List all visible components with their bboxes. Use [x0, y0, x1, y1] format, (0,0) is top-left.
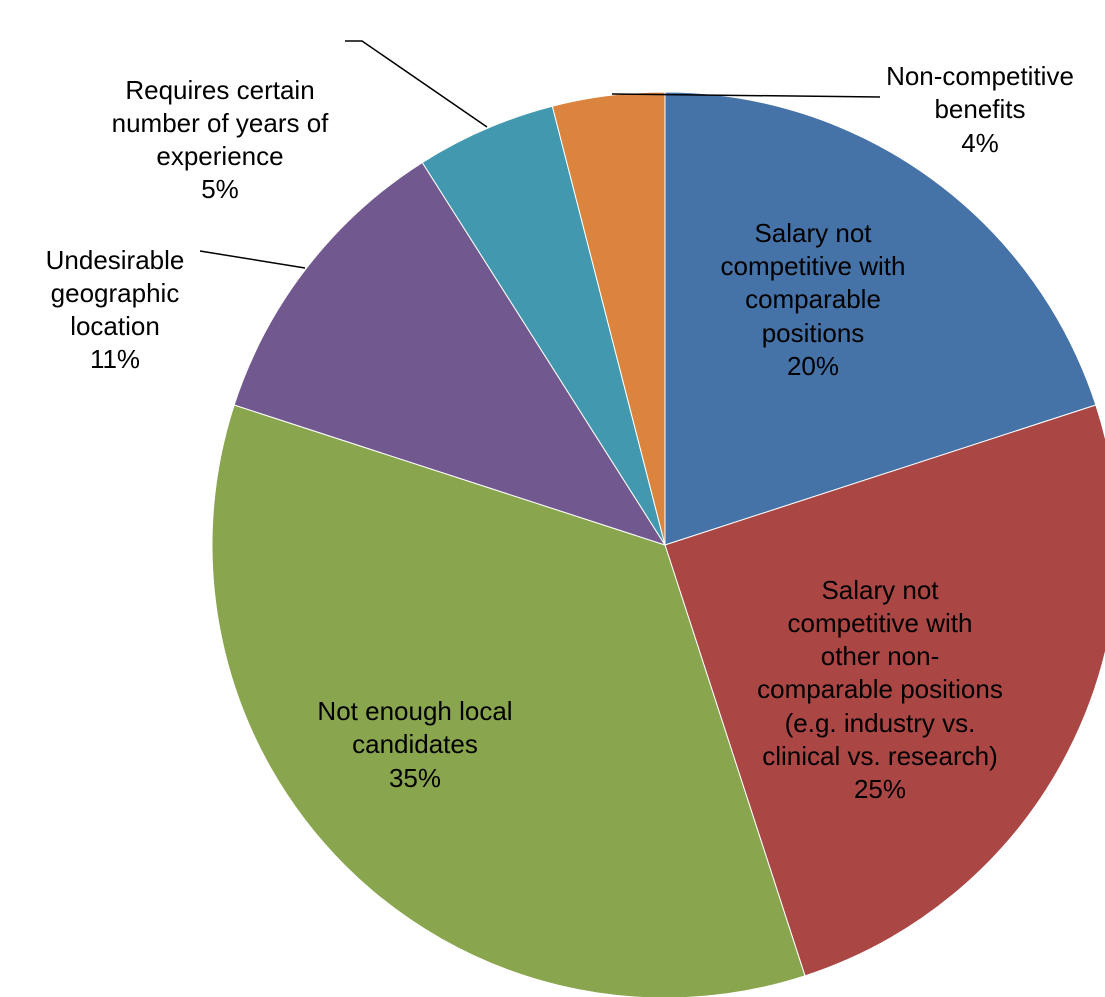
slice-label: Requires certain number of years of expe… — [80, 0, 360, 340]
category-label: Undesirable geographic location — [45, 244, 185, 341]
pie-slice — [211, 404, 806, 997]
leader-line — [199, 250, 306, 269]
value-label: 25% — [853, 773, 907, 804]
category-label: Requires certain number of years of expe… — [111, 74, 329, 171]
value-label: 20% — [786, 350, 840, 381]
value-label: 5% — [201, 174, 239, 205]
pie-slice — [664, 91, 1097, 546]
label-box: Salary not competitive with comparable p… — [713, 100, 913, 500]
category-label: Not enough local candidates — [317, 696, 513, 760]
label-box: Non-competitive benefits 4% — [880, 0, 1080, 310]
value-label: 35% — [388, 762, 442, 793]
category-label: Salary not competitive with other non-co… — [757, 575, 1003, 771]
label-box: Not enough local candidates 35% — [285, 545, 545, 945]
pie-slice — [664, 404, 1105, 977]
label-box: Requires certain number of years of expe… — [80, 0, 360, 340]
leader-line — [345, 40, 488, 128]
label-box: Salary not competitive with other non-co… — [755, 490, 1005, 890]
pie-slice — [551, 91, 666, 546]
label-box: Undesirable geographic location 11% — [5, 110, 225, 510]
pie-slice — [421, 105, 666, 546]
value-label: 11% — [89, 344, 141, 375]
category-label: Non-competitive benefits — [886, 61, 1074, 125]
category-label: Salary not competitive with comparable p… — [720, 218, 906, 348]
pie-slice — [233, 161, 667, 546]
slice-label: Salary not competitive with comparable p… — [713, 100, 913, 500]
slice-label: Salary not competitive with other non-co… — [755, 490, 1005, 890]
value-label: 4% — [961, 127, 999, 158]
leader-line — [611, 93, 881, 98]
